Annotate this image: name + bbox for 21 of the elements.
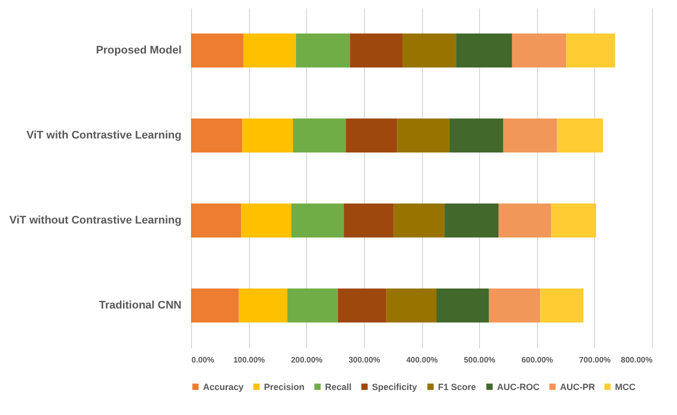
x-tick-label: 200.00% — [290, 356, 323, 364]
legend-label: Precision — [264, 382, 305, 392]
y-tick-label: Traditional CNN — [98, 300, 182, 312]
x-tick-label: 700.00% — [579, 356, 611, 364]
legend-label: Accuracy — [203, 382, 244, 392]
legend-label: AUC-PR — [560, 382, 596, 392]
x-tick-label: 800.00% — [620, 356, 652, 364]
x-tick-label: 600.00% — [521, 356, 554, 364]
legend-label: Recall — [325, 382, 352, 392]
x-tick-label: 500.00% — [464, 356, 496, 364]
x-tick-label: 0.00% — [192, 356, 214, 364]
y-tick-label: ViT with Contrastive Learning — [26, 130, 182, 142]
x-tick-label: 400.00% — [406, 356, 438, 364]
legend-label: F1 Score — [438, 382, 476, 392]
legend-label: MCC — [615, 382, 636, 392]
y-tick-label: Proposed Model — [96, 44, 182, 56]
x-tick-label: 300.00% — [348, 356, 380, 364]
legend-label: Specificity — [372, 382, 418, 392]
y-tick-label: ViT without Contrastive Learning — [9, 214, 182, 226]
legend-label: AUC-ROC — [497, 382, 540, 392]
x-tick-label: 100.00% — [233, 356, 265, 364]
